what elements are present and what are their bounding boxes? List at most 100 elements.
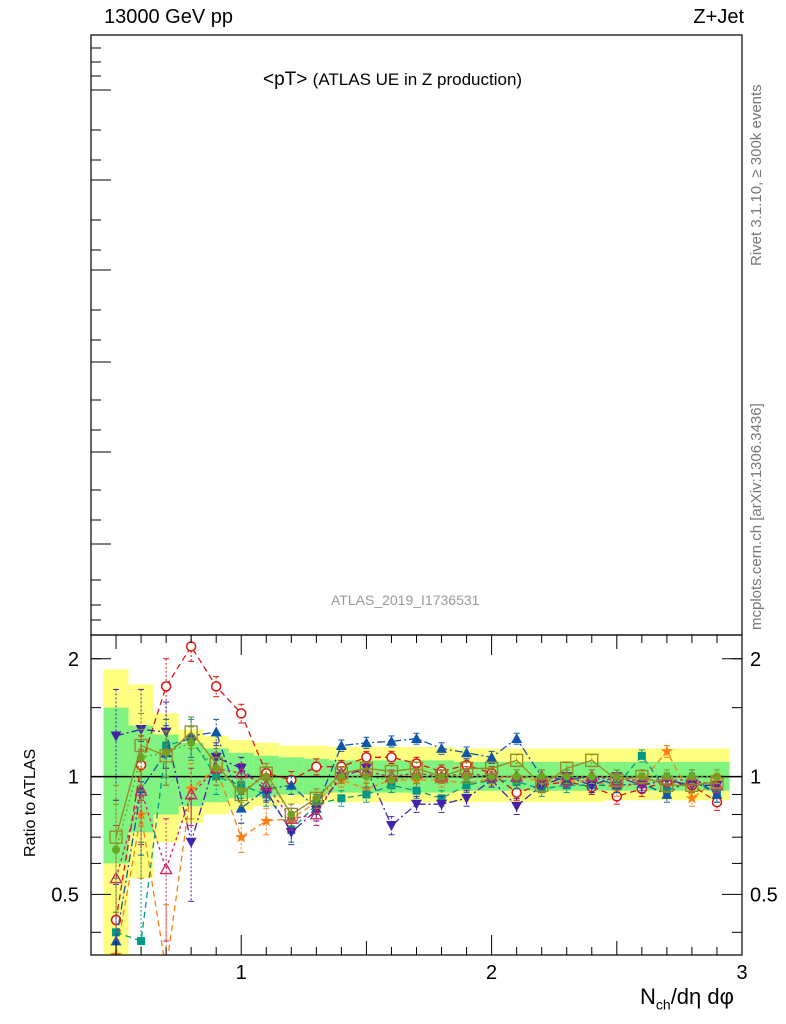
plot-title-main: <pT> (263, 69, 308, 90)
data-marker (511, 801, 523, 812)
data-marker (436, 742, 448, 753)
x-axis-label-main: N (640, 984, 656, 1009)
data-marker (587, 772, 596, 781)
data-marker (660, 778, 674, 792)
data-marker (209, 756, 223, 771)
y-axis-label: Ratio to ATLAS (22, 748, 39, 857)
data-marker (510, 753, 524, 768)
data-marker (385, 735, 397, 746)
data-marker (235, 708, 247, 719)
data-marker (434, 769, 449, 784)
data-marker (185, 641, 197, 652)
data-marker (459, 761, 474, 775)
data-marker (711, 788, 723, 799)
data-marker (710, 778, 724, 791)
data-marker (360, 737, 372, 748)
data-marker (337, 794, 346, 803)
data-marker (160, 681, 172, 692)
data-marker (235, 802, 247, 813)
data-marker (234, 787, 248, 802)
data-marker (334, 766, 349, 780)
data-marker (160, 964, 172, 976)
data-marker (359, 761, 374, 775)
plot-title-detail: (ATLAS UE in Z production) (312, 70, 523, 89)
data-marker (412, 786, 421, 795)
data-marker (185, 837, 197, 848)
data-marker (585, 753, 599, 768)
data-marker (309, 791, 323, 805)
main-plot-border (90, 34, 743, 636)
x-axis-label-rest: /dη dφ (670, 984, 734, 1009)
y-tick-label: 2 (68, 649, 79, 671)
data-marker (110, 731, 122, 742)
y-tick-label-right: 0.5 (750, 884, 778, 906)
x-tick-label: 1 (236, 962, 247, 984)
data-marker (235, 830, 248, 843)
data-marker (436, 799, 448, 810)
data-marker (462, 781, 471, 790)
data-marker (109, 830, 123, 844)
analysis-id: ATLAS_2019_I1736531 (331, 592, 480, 608)
x-axis-label-sub: ch (655, 996, 671, 1013)
data-marker (284, 807, 298, 822)
plot-title: <pT> (ATLAS UE in Z production) (263, 69, 522, 91)
main-plot-frame (90, 34, 743, 636)
y-tick-label-right: 1 (750, 767, 761, 789)
data-marker (461, 793, 473, 804)
data-marker (184, 725, 198, 739)
data-marker (661, 788, 673, 799)
data-marker (159, 749, 173, 763)
data-marker (260, 814, 273, 827)
data-marker (560, 761, 574, 775)
data-marker (386, 752, 397, 763)
data-marker (511, 787, 522, 798)
data-marker (210, 681, 222, 692)
data-marker (134, 738, 148, 753)
data-marker (535, 778, 549, 792)
data-marker (385, 821, 397, 831)
data-marker (512, 772, 521, 781)
data-marker (511, 733, 523, 744)
data-marker (110, 935, 122, 946)
data-marker (159, 862, 173, 875)
energy-label: 13000 GeV pp (104, 6, 233, 28)
y-tick-label: 1 (68, 767, 79, 789)
ratio-content (91, 635, 742, 976)
data-marker (637, 751, 646, 760)
data-marker (411, 733, 422, 744)
x-tick-label: 3 (736, 962, 747, 984)
data-marker (137, 937, 146, 946)
ratio-plot: 1 2 3 0.5 0.5 1 1 2 2 (51, 634, 778, 984)
data-marker (284, 811, 298, 824)
data-marker (259, 766, 273, 780)
data-marker (710, 775, 724, 789)
data-marker (361, 752, 372, 763)
data-marker (285, 779, 297, 790)
y-tick-label: 0.5 (51, 884, 79, 906)
data-marker (134, 783, 148, 796)
data-marker (461, 747, 473, 758)
data-marker (384, 764, 399, 779)
data-marker (184, 787, 198, 800)
data-marker (112, 928, 121, 937)
rivet-version-label: Rivet 3.1.10, ≥ 300k events (748, 84, 765, 266)
mcplots-label: mcplots.cern.ch [arXiv:1306.3436] (748, 403, 765, 630)
data-marker (685, 791, 699, 804)
data-marker (259, 778, 273, 791)
data-marker (311, 761, 322, 772)
series-group (109, 712, 724, 913)
series-line (115, 731, 718, 838)
data-marker (362, 790, 371, 799)
y-tick-label-right: 2 (750, 649, 761, 671)
data-marker (309, 807, 323, 820)
data-marker (484, 761, 499, 775)
x-tick-label: 2 (486, 962, 497, 984)
data-marker (660, 744, 674, 757)
process-label: Z+Jet (693, 6, 744, 28)
data-marker (486, 751, 498, 762)
data-marker (635, 769, 649, 784)
data-marker (335, 740, 347, 750)
data-marker (210, 726, 222, 737)
data-marker (409, 761, 424, 775)
